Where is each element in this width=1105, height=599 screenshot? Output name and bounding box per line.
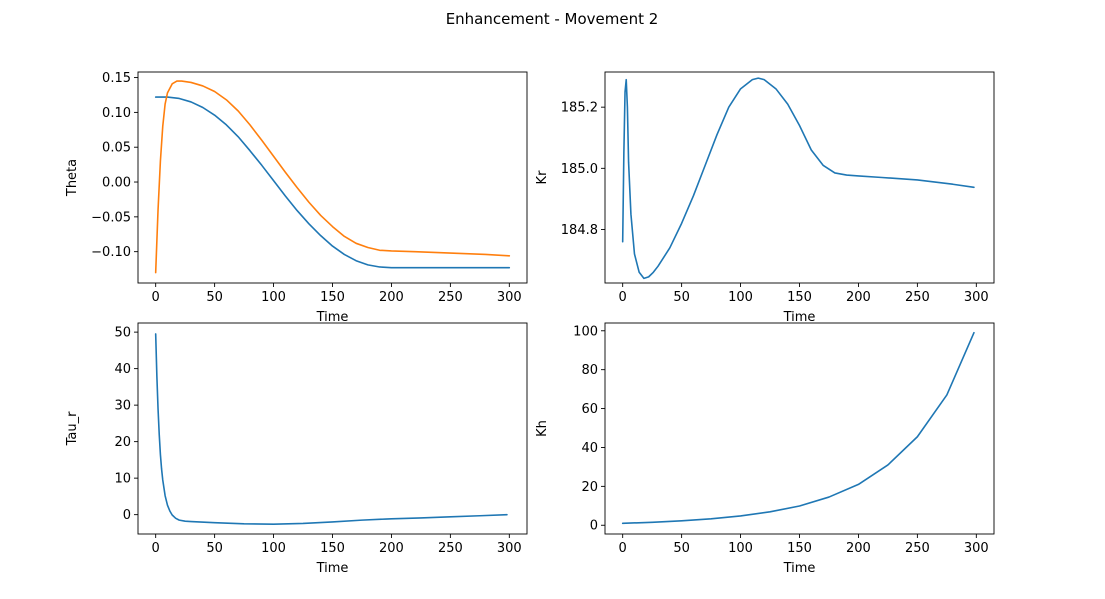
x-tick-label: 0 [619,290,627,305]
y-tick-label: 100 [573,324,598,339]
x-tick-label: 150 [787,290,812,305]
x-tick-label: 200 [379,290,404,305]
axes-frame [137,322,528,535]
x-tick-label: 200 [846,290,871,305]
x-tick-label: 150 [320,290,345,305]
y-tick-label: 0.00 [102,176,131,191]
x-tick-label: 150 [320,541,345,556]
subplot-1: 0 50 100 150 200 250 300 −0.10 −0.05 0.00 0.05 0.10… [65,71,528,325]
y-tick-label: −0.10 [91,245,131,260]
y-tick-label: 20 [114,435,131,450]
y-tick-label: 30 [114,399,131,414]
y-tick-label: 0.10 [102,106,131,121]
y-tick-label: 10 [114,472,131,487]
y-tick-label: 185.2 [561,101,598,116]
x-tick-label: 0 [619,541,627,556]
x-axis-label: Time [783,561,816,576]
y-axis-label: Kh [535,420,550,437]
figure-title: Enhancement - Movement 2 [446,10,659,28]
x-axis-label: Time [316,310,349,325]
subplot-4: 0 50 100 150 200 250 300 0 20 40 60 80 100 Time Kh [535,322,995,576]
x-tick-label: 300 [497,541,522,556]
axes-frame [604,322,995,535]
x-tick-label: 250 [438,541,463,556]
x-tick-label: 100 [728,541,753,556]
x-tick-label: 50 [673,290,690,305]
x-tick-label: 300 [964,290,989,305]
y-tick-label: 185.0 [561,162,598,177]
y-axis-label: Kr [535,170,550,185]
y-tick-label: 20 [581,480,598,495]
y-tick-label: 40 [114,362,131,377]
y-tick-label: 0 [590,519,598,534]
x-tick-label: 0 [152,290,160,305]
axes-frame [604,71,995,284]
y-tick-label: 0.05 [102,141,131,156]
x-tick-label: 200 [846,541,871,556]
x-tick-label: 250 [905,290,930,305]
y-tick-label: 184.8 [561,223,598,238]
x-tick-label: 0 [152,541,160,556]
series-line-2 [154,80,511,274]
x-tick-label: 50 [206,541,223,556]
y-tick-label: 80 [581,363,598,378]
series-line-1 [154,333,508,525]
y-axis-label: Tau_r [65,411,80,446]
series-line-1 [621,77,975,280]
subplot-2: 0 50 100 150 200 250 300 184.8 185.0 185.2 Time Kr [535,71,995,325]
y-tick-label: −0.05 [91,210,131,225]
series-line-1 [621,331,975,525]
x-tick-label: 100 [728,290,753,305]
x-axis-label: Time [316,561,349,576]
x-tick-label: 300 [964,541,989,556]
y-axis-label: Theta [65,159,80,197]
y-tick-label: 0.15 [102,71,131,86]
x-tick-label: 250 [905,541,930,556]
x-tick-label: 250 [438,290,463,305]
x-tick-label: 100 [261,290,286,305]
y-tick-label: 60 [581,402,598,417]
x-tick-label: 300 [497,290,522,305]
subplot-3: 0 50 100 150 200 250 300 0 10 20 30 40 50 Time Tau_r [65,322,528,576]
x-tick-label: 200 [379,541,404,556]
x-tick-label: 150 [787,541,812,556]
y-tick-label: 50 [114,326,131,341]
x-tick-label: 50 [206,290,223,305]
x-tick-label: 100 [261,541,286,556]
x-tick-label: 50 [673,541,690,556]
y-tick-label: 40 [581,441,598,456]
x-axis-label: Time [783,310,816,325]
series-line-1 [154,96,511,269]
y-tick-label: 0 [123,508,131,523]
